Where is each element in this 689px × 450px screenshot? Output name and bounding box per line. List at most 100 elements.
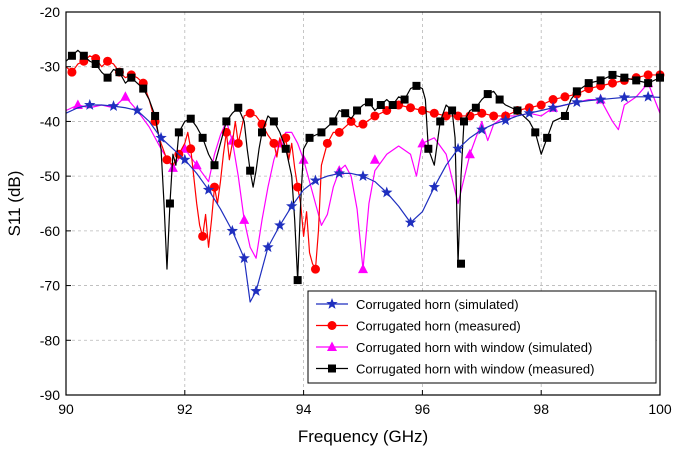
series-point xyxy=(353,106,362,115)
series-point xyxy=(644,79,653,88)
series-point xyxy=(67,67,77,77)
series-point xyxy=(560,92,570,102)
series-point xyxy=(274,219,286,231)
series-point xyxy=(322,138,332,148)
legend-entry: Corrugated horn with window (measured) xyxy=(316,362,594,377)
series-point xyxy=(632,76,641,85)
series-point xyxy=(370,111,380,121)
series-point xyxy=(543,133,552,142)
series-point xyxy=(596,76,605,85)
series-point xyxy=(139,84,148,93)
legend-label: Corrugated horn (measured) xyxy=(356,319,521,334)
series-point xyxy=(560,111,569,120)
y-tick-label: -70 xyxy=(40,278,60,294)
series-point xyxy=(269,117,278,126)
x-tick-label: 94 xyxy=(296,401,312,417)
series-point xyxy=(131,104,143,116)
series-point xyxy=(238,252,250,264)
legend-swatch-marker xyxy=(328,364,336,373)
axis-ticks: 90 92 94 96 98 100 -20 -30 -40 -50 -60 -70 -80 -90 xyxy=(40,4,672,417)
series-point xyxy=(179,153,191,165)
series-point xyxy=(584,79,593,88)
series-point xyxy=(167,162,178,172)
series-point xyxy=(620,73,629,82)
series-point xyxy=(536,100,546,110)
series-line xyxy=(65,96,661,303)
legend-swatch-marker xyxy=(327,341,337,351)
legend-entry: Corrugated horn (measured) xyxy=(316,319,521,334)
series-point xyxy=(448,106,457,115)
series-point xyxy=(155,131,167,143)
series-point xyxy=(281,144,290,153)
series-point xyxy=(495,95,504,104)
series-point xyxy=(239,214,250,224)
series-point xyxy=(608,70,617,79)
series-point xyxy=(357,170,369,181)
series-4 xyxy=(65,49,664,285)
series-point xyxy=(258,128,267,137)
series-point xyxy=(436,117,445,126)
series-point xyxy=(404,216,417,228)
series-point xyxy=(329,117,338,126)
series-point xyxy=(67,51,76,60)
series-point xyxy=(607,78,617,88)
series-point xyxy=(381,186,393,198)
series-line xyxy=(65,49,661,281)
series-point xyxy=(186,144,196,154)
legend-swatch-marker xyxy=(326,298,338,309)
legend-entry: Corrugated horn (simulated) xyxy=(316,297,519,312)
series-point xyxy=(281,133,291,143)
legend-entry: Corrugated horn with window (simulated) xyxy=(316,340,592,355)
legend-swatch-marker xyxy=(327,321,337,330)
series-point xyxy=(464,148,475,159)
series-point xyxy=(643,70,653,80)
series-1 xyxy=(65,90,661,303)
series-point xyxy=(250,285,262,296)
series-point xyxy=(428,181,440,192)
series-point xyxy=(412,81,421,90)
series-point xyxy=(222,117,231,126)
series-point xyxy=(571,96,583,108)
series-point xyxy=(642,90,654,102)
legend-label: Corrugated horn with window (measured) xyxy=(356,362,594,377)
y-tick-label: -90 xyxy=(40,387,60,403)
series-point xyxy=(358,263,368,274)
series-point xyxy=(333,167,345,179)
series-point xyxy=(107,100,120,111)
series-point xyxy=(548,95,558,105)
series-point xyxy=(334,127,344,137)
x-tick-label: 92 xyxy=(177,401,193,417)
series-point xyxy=(572,87,581,96)
series-point xyxy=(246,166,255,175)
series-point xyxy=(269,138,279,148)
y-tick-label: -60 xyxy=(40,223,60,239)
series-point xyxy=(233,138,243,148)
series-point xyxy=(341,109,350,118)
series-point xyxy=(417,105,427,115)
series-point xyxy=(364,98,373,107)
plot-frame xyxy=(65,11,661,396)
x-tick-label: 96 xyxy=(415,401,431,417)
series-point xyxy=(165,199,174,208)
legend-box xyxy=(307,290,657,384)
x-tick-label: 100 xyxy=(648,401,672,417)
series-point xyxy=(594,93,607,105)
series-point xyxy=(79,51,88,60)
legend-label: Corrugated horn with window (simulated) xyxy=(356,340,592,355)
series-point xyxy=(234,103,243,112)
x-tick-label: 98 xyxy=(533,401,549,417)
series-point xyxy=(198,133,207,142)
series-point xyxy=(103,73,112,82)
series-point xyxy=(191,159,202,170)
series-point xyxy=(226,224,239,236)
series-point xyxy=(424,144,433,153)
y-tick-label: -20 xyxy=(40,4,60,20)
series-point xyxy=(198,231,208,241)
series-point xyxy=(483,90,492,99)
series-point xyxy=(499,114,512,126)
series-point xyxy=(174,128,183,137)
series-point xyxy=(162,155,172,165)
legend-label: Corrugated horn (simulated) xyxy=(356,297,519,312)
series-line xyxy=(65,55,660,270)
